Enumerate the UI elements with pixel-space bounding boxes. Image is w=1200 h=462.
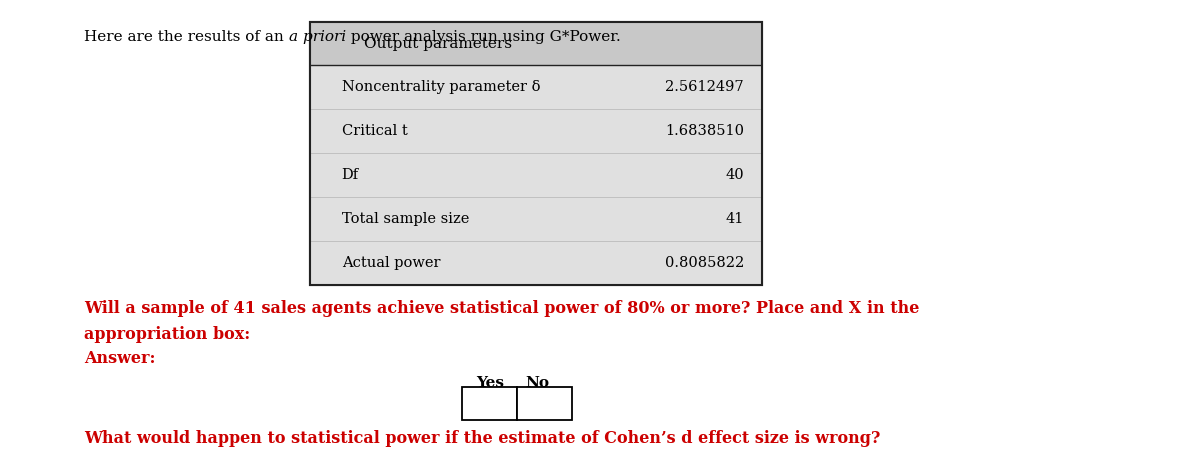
Text: Answer:: Answer: [84,350,156,367]
Text: Noncentrality parameter δ: Noncentrality parameter δ [342,80,540,94]
Text: 1.6838510: 1.6838510 [665,124,744,138]
Bar [310,153,762,197]
Text: Output parameters: Output parameters [365,36,512,51]
Text: Total sample size: Total sample size [342,212,469,226]
Text: Actual power: Actual power [342,256,440,270]
Bar [310,22,762,66]
Text: 41: 41 [726,212,744,226]
Text: power analysis run using G*Power.: power analysis run using G*Power. [346,30,620,44]
Bar [462,387,517,420]
Bar [310,109,762,153]
Text: Yes: Yes [476,376,504,390]
Bar [310,66,762,109]
Text: No: No [526,376,550,390]
Bar [517,387,572,420]
Text: Here are the results of an: Here are the results of an [84,30,289,44]
Bar [310,197,762,241]
Text: 2.5612497: 2.5612497 [665,80,744,94]
Text: What would happen to statistical power if the estimate of Cohen’s d effect size : What would happen to statistical power i… [84,430,881,447]
Text: appropriation box:: appropriation box: [84,326,251,343]
Text: Will a sample of 41 sales agents achieve statistical power of 80% or more? Place: Will a sample of 41 sales agents achieve… [84,300,919,317]
Text: a priori: a priori [289,30,346,44]
Bar [310,241,762,285]
Text: 0.8085822: 0.8085822 [665,256,744,270]
Text: 40: 40 [725,168,744,182]
Text: Df: Df [342,168,359,182]
Text: Critical t: Critical t [342,124,407,138]
